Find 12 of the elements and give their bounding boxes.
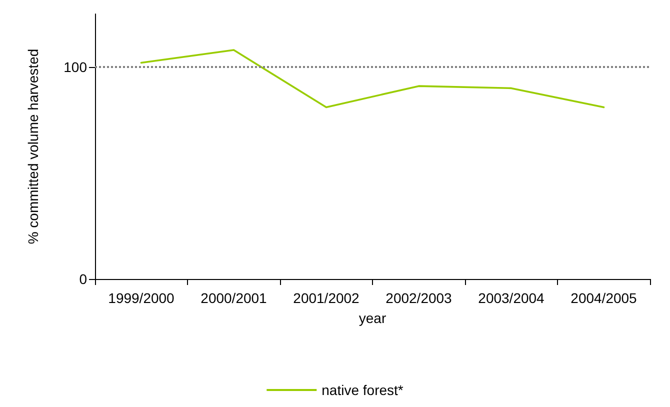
x-axis-title: year <box>358 310 386 326</box>
x-tick-label: 2002/2003 <box>386 290 452 306</box>
legend-label: native forest* <box>322 382 404 398</box>
x-tick-label: 2000/2001 <box>200 290 268 306</box>
y-tick-label: 100 <box>64 59 88 75</box>
x-tick-label: 1999/2000 <box>108 290 175 306</box>
y-tick-label: 0 <box>79 271 88 287</box>
x-tick-label: 2003/2004 <box>478 290 545 306</box>
line-series <box>140 49 605 108</box>
y-axis-title: % committed volume harvested <box>25 48 41 244</box>
x-tick-label: 2004/2005 <box>570 290 638 306</box>
x-tick-label: 2001/2002 <box>293 290 360 306</box>
